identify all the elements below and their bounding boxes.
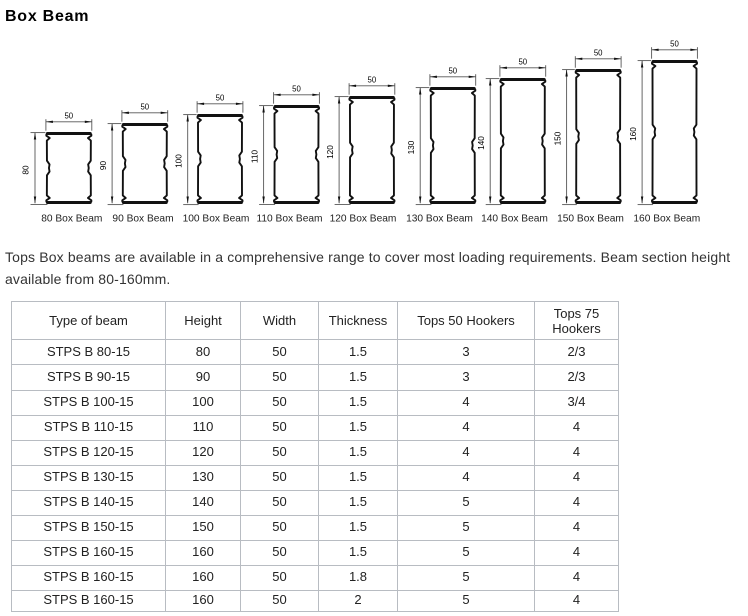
svg-text:150: 150	[552, 131, 562, 145]
svg-text:50: 50	[292, 85, 301, 94]
svg-text:140 Box Beam: 140 Box Beam	[481, 214, 548, 225]
svg-text:50: 50	[216, 94, 225, 103]
svg-text:90: 90	[98, 161, 108, 171]
svg-text:140: 140	[476, 136, 486, 150]
svg-text:160 Box Beam: 160 Box Beam	[633, 214, 700, 225]
svg-text:130: 130	[406, 140, 416, 154]
svg-text:150 Box Beam: 150 Box Beam	[557, 214, 624, 225]
svg-text:90 Box Beam: 90 Box Beam	[112, 214, 173, 225]
svg-text:110 Box Beam: 110 Box Beam	[256, 214, 322, 225]
svg-text:50: 50	[448, 67, 457, 76]
svg-text:120 Box Beam: 120 Box Beam	[330, 214, 397, 225]
svg-text:50: 50	[140, 103, 149, 112]
svg-text:110: 110	[249, 150, 259, 164]
svg-text:100: 100	[173, 154, 183, 168]
svg-text:50: 50	[670, 40, 679, 49]
svg-text:130 Box Beam: 130 Box Beam	[406, 214, 473, 225]
svg-text:50: 50	[368, 76, 377, 85]
svg-text:50: 50	[518, 58, 527, 67]
svg-text:50: 50	[64, 112, 73, 121]
svg-text:100 Box Beam: 100 Box Beam	[183, 214, 250, 225]
svg-text:80: 80	[21, 165, 31, 175]
svg-text:50: 50	[594, 49, 603, 58]
svg-text:120: 120	[325, 145, 335, 159]
svg-text:80 Box Beam: 80 Box Beam	[41, 214, 102, 225]
svg-text:160: 160	[628, 127, 638, 141]
